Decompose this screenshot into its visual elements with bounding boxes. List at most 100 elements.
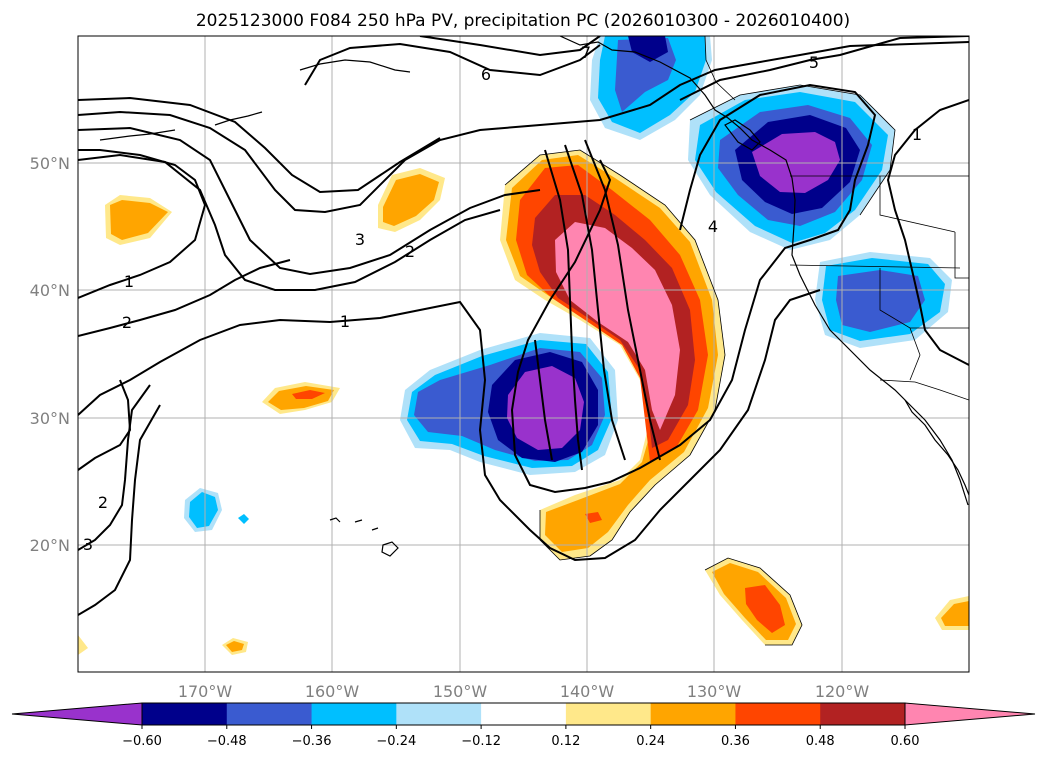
precip-region-pos-corner: [78, 635, 88, 655]
pv-contour-4: [510, 83, 877, 494]
pv-label-1-east: 1: [912, 125, 922, 144]
colorbar: −0.60 −0.48 −0.36 −0.24 −0.12 0.12 0.24 0.36 0.4…: [11, 702, 1036, 749]
pv-contour-3-mid: [78, 126, 541, 276]
lat-tick-label: 50°N: [30, 154, 70, 173]
pv-label-6: 6: [481, 65, 491, 84]
colorbar-tick-label: −0.24: [376, 734, 416, 749]
precip-region-hawaii-west-dot: [238, 514, 249, 524]
pv-contour-1-mid: [78, 289, 821, 562]
precip-shading: [78, 36, 969, 655]
coastline-vancouver-island: [724, 119, 761, 151]
longitude-tick-labels: 170°W 160°W 150°W 140°W 130°W 120°W: [178, 682, 870, 701]
colorbar-segment: [735, 703, 821, 725]
pv-contour-5: [679, 36, 969, 101]
precip-outline-nw: [689, 84, 896, 216]
precip-outline-126w: [704, 557, 803, 646]
lon-tick-label: 150°W: [433, 682, 488, 701]
pv-label-3-south: 3: [83, 535, 93, 554]
pv-contour-6: [304, 42, 601, 86]
pv-contour-1-east: [886, 99, 969, 366]
pv-contour-7: [419, 36, 601, 57]
precip-region-california: [836, 270, 925, 332]
precip-region-hawaii-west: [189, 492, 218, 528]
border-us-mexico: [879, 379, 969, 401]
pv-contour-inner-4: [534, 339, 553, 461]
border-us-states: [789, 176, 969, 381]
precip-region-pos-126w: [745, 585, 785, 633]
colorbar-tick-label: −0.60: [122, 734, 162, 749]
pv-label-5: 5: [809, 53, 819, 72]
precip-region-pos-spot: [226, 641, 244, 652]
coastline-hawaii: [329, 517, 399, 557]
coastline-north-america: [559, 36, 969, 506]
colorbar-extend-max: [904, 702, 1036, 726]
pv-contour-inner-1: [544, 149, 583, 471]
precip-region-gulf-alaska: [615, 38, 676, 112]
lon-tick-label: 160°W: [305, 682, 360, 701]
colorbar-segment: [396, 703, 482, 725]
colorbar-extend-min: [11, 702, 143, 726]
pv-contour-2-west: [78, 259, 291, 337]
colorbar-tick-label: 0.12: [551, 734, 580, 749]
pv-contour-inner-2: [564, 144, 626, 461]
lon-tick-label: 170°W: [178, 682, 233, 701]
pv-contour-2-far-south: [78, 404, 161, 616]
chart-title: 2025123000 F084 250 hPa PV, precipitatio…: [196, 11, 850, 31]
colorbar-segment: [820, 703, 906, 725]
colorbar-segment: [481, 703, 567, 725]
coastline-aleutians: [99, 111, 263, 141]
lon-tick-label: 130°W: [687, 682, 742, 701]
colorbar-tick-label: 0.24: [636, 734, 665, 749]
political-borders: [704, 36, 969, 401]
precip-region-gulf-alaska: [628, 36, 668, 62]
map-frame: [77, 35, 970, 673]
coastline-baja: [904, 399, 969, 496]
precip-region-pos-west: [110, 200, 168, 240]
lat-tick-label: 40°N: [30, 281, 70, 300]
pv-contour-inner-3: [584, 139, 661, 461]
precip-region-pos-113w: [941, 601, 969, 626]
colorbar-frame: [141, 702, 906, 726]
colorbar-tick-label: −0.36: [292, 734, 332, 749]
pv-label-2-mid: 2: [405, 242, 415, 261]
pv-label-1-west: 1: [124, 272, 134, 291]
lat-tick-label: 20°N: [30, 536, 70, 555]
colorbar-tick-label: 0.48: [806, 734, 835, 749]
pv-contour-2-mid: [78, 153, 501, 291]
pv-label-7: 7: [581, 43, 591, 62]
lon-tick-label: 140°W: [560, 682, 615, 701]
pv-label-4: 4: [708, 217, 718, 236]
pv-contours: [78, 36, 969, 616]
pv-contour-2-south: [78, 379, 132, 471]
colorbar-tick-label: −0.12: [461, 734, 501, 749]
precip-region-pos-band: [555, 222, 680, 430]
colorbar-segment: [311, 703, 397, 725]
graticule: [78, 36, 969, 672]
colorbar-segment: [142, 703, 228, 725]
lat-tick-label: 30°N: [30, 409, 70, 428]
pv-label-3: 3: [355, 230, 365, 249]
pv-label-2-west: 2: [122, 313, 132, 332]
precip-region-pos-central: [383, 174, 439, 226]
latitude-tick-labels: 20°N 30°N 40°N 50°N: [30, 154, 70, 555]
pv-contour-labels: 6 7 5 1 4 3 2 1 2 1 2 3: [83, 43, 922, 554]
colorbar-tick-label: −0.48: [207, 734, 247, 749]
precip-outlines: [504, 84, 896, 646]
pv-contour-3-south: [78, 384, 151, 551]
colorbar-tick-label: 0.36: [721, 734, 750, 749]
precip-region-pos-south: [585, 512, 602, 523]
pv-label-1-mid: 1: [340, 312, 350, 331]
colorbar-segment: [565, 703, 652, 725]
precip-region-subtropical: [507, 366, 584, 450]
pv-contour-2-upper: [78, 96, 441, 194]
precip-outline-band: [504, 149, 726, 561]
pv-label-2-south: 2: [98, 493, 108, 512]
colorbar-tick-label: 0.60: [891, 734, 920, 749]
lon-tick-label: 120°W: [815, 682, 870, 701]
map-panel: 6 7 5 1 4 3 2 1 2 1 2 3: [77, 35, 970, 673]
pv-contour-3-upper: [78, 41, 969, 214]
precip-region-pos-162w: [292, 390, 325, 399]
colorbar-segment: [650, 703, 736, 725]
pv-contour-1-west: [78, 149, 207, 299]
